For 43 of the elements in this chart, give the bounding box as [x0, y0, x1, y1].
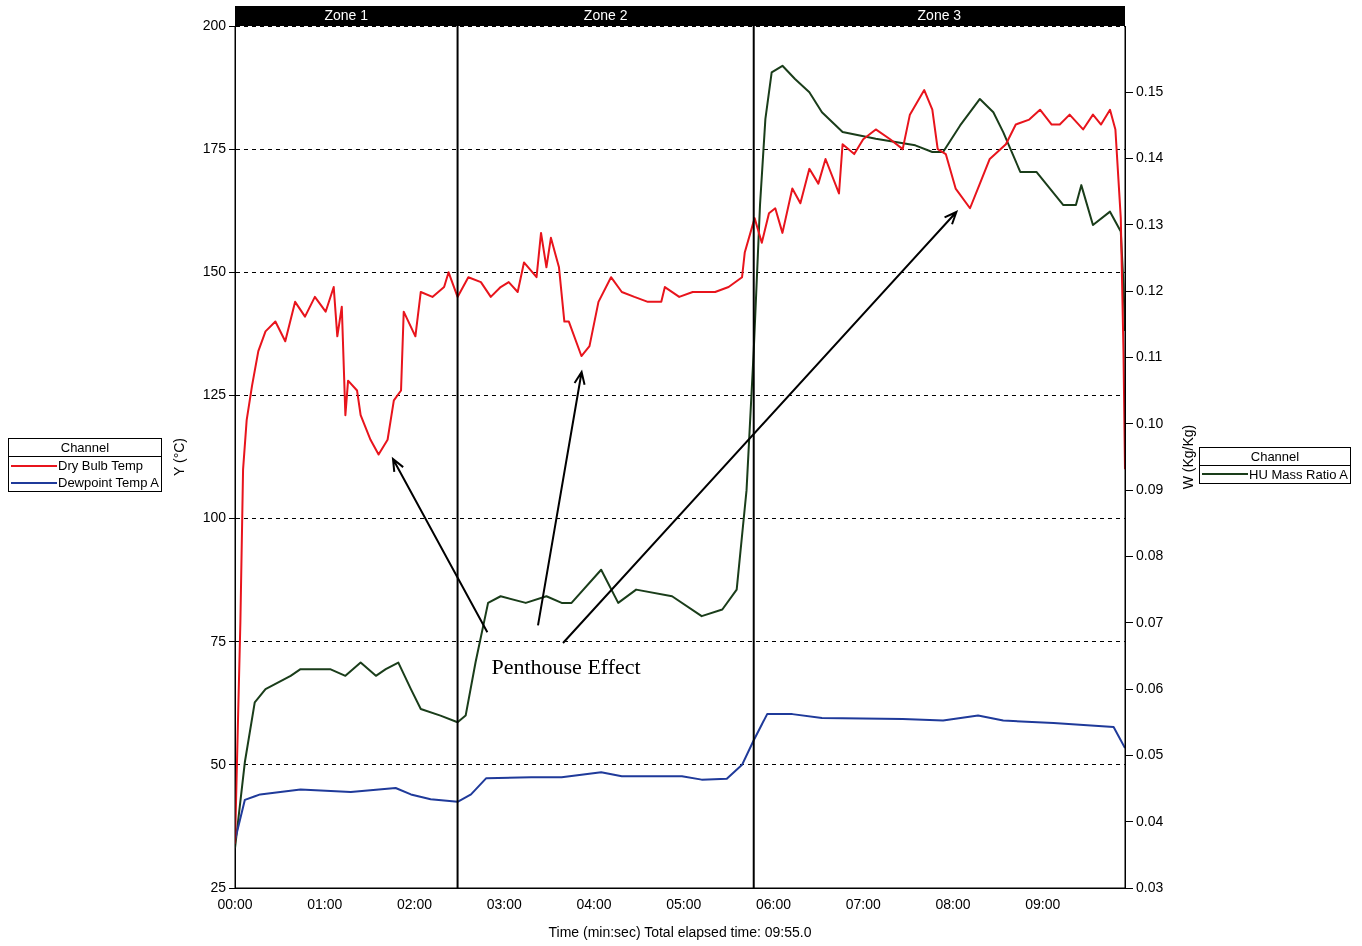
x-tick-label: 04:00: [576, 896, 612, 913]
text: Zone 1: [324, 6, 369, 23]
y2-tick-label: 0.04: [1136, 812, 1164, 829]
y-tick-label: 75: [210, 632, 227, 649]
y2-axis-title: W (Kg/Kg): [1179, 424, 1196, 490]
y2-tick-label: 0.06: [1136, 679, 1164, 696]
x-tick-label: 08:00: [935, 896, 971, 913]
legend-label: HU Mass Ratio A: [1249, 465, 1348, 483]
y2-tick-label: 0.13: [1136, 215, 1164, 232]
legend-label: Dewpoint Temp A: [58, 474, 159, 491]
y2-tick-label: 0.09: [1136, 481, 1164, 498]
y2-tick-label: 0.15: [1136, 83, 1164, 100]
x-tick-label: 03:00: [486, 896, 522, 913]
x-axis-title: Time (min:sec) Total elapsed time: 09:55.0: [548, 924, 812, 941]
legend-title: Channel: [1200, 447, 1350, 466]
y-tick-label: 125: [202, 386, 227, 403]
x-tick-label: 02:00: [396, 896, 433, 913]
y2-tick-label: 0.12: [1136, 282, 1164, 299]
y2-tick-label: 0.07: [1136, 613, 1164, 630]
y-tick-label: 175: [202, 140, 227, 156]
y-axis-title: Y (°C): [171, 437, 188, 477]
y-tick-label: 100: [202, 509, 227, 526]
y2-tick-label: 0.08: [1136, 547, 1164, 564]
y-tick-label: 25: [210, 878, 227, 895]
y2-tick-label: 0.14: [1136, 149, 1164, 166]
legend-label: Dry Bulb Temp: [58, 457, 144, 474]
x-tick-label: 01:00: [307, 896, 343, 913]
x-tick-label: 09:00: [1025, 896, 1061, 913]
annotation: Penthouse Effect: [491, 653, 641, 679]
x-tick-label: 06:00: [755, 896, 792, 913]
text: Zone 2: [583, 6, 628, 23]
x-tick-label: 07:00: [845, 896, 881, 913]
text: Channel: [60, 440, 110, 455]
y-tick-label: 50: [210, 755, 227, 772]
x-tick-label: 05:00: [666, 896, 702, 913]
y-tick-label: 150: [202, 263, 227, 280]
y2-tick-label: 0.10: [1136, 414, 1164, 431]
y2-tick-label: 0.11: [1136, 348, 1163, 365]
x-tick-label: 00:00: [217, 896, 253, 913]
y2-tick-label: 0.05: [1136, 746, 1164, 763]
y2-tick-label: 0.03: [1136, 878, 1164, 895]
y-tick-label: 200: [202, 16, 227, 33]
text: Zone 3: [917, 6, 962, 23]
